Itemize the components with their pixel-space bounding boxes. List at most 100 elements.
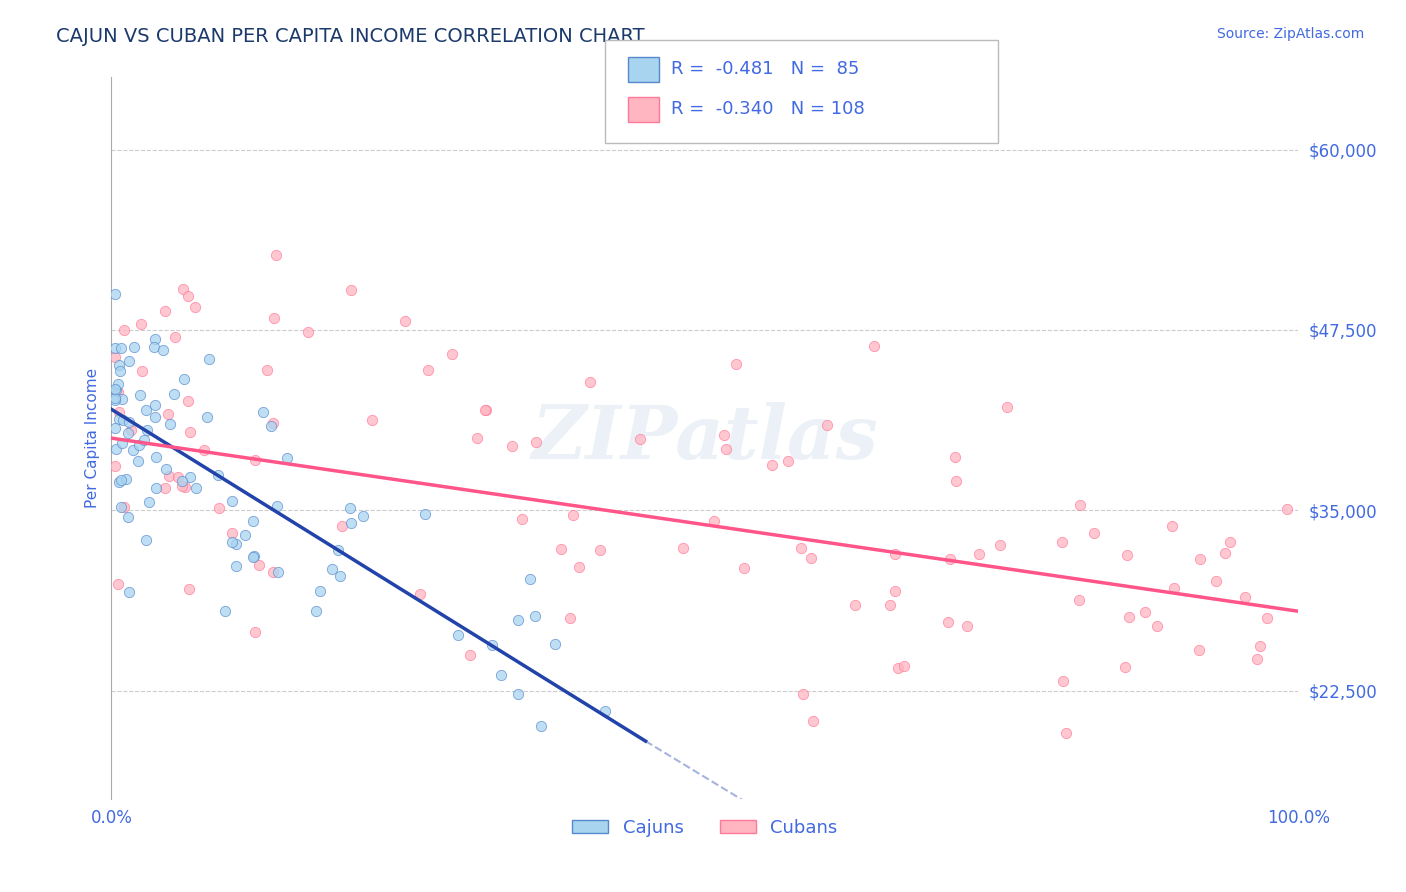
Point bbox=[938, 552, 960, 566]
Point bbox=[326, 543, 349, 558]
Point bbox=[995, 400, 1018, 414]
Point bbox=[672, 541, 695, 556]
Point bbox=[195, 409, 218, 424]
Point bbox=[110, 341, 132, 355]
Point bbox=[460, 648, 482, 662]
Point bbox=[118, 585, 141, 599]
Point bbox=[510, 511, 533, 525]
Point bbox=[145, 482, 167, 496]
Point bbox=[778, 454, 800, 468]
Point bbox=[266, 499, 288, 513]
Point bbox=[790, 541, 813, 555]
Point bbox=[129, 318, 152, 332]
Point bbox=[122, 339, 145, 353]
Point bbox=[104, 459, 127, 474]
Point bbox=[1116, 548, 1139, 562]
Point bbox=[441, 347, 464, 361]
Point bbox=[107, 359, 129, 373]
Point bbox=[844, 598, 866, 612]
Point bbox=[129, 387, 152, 401]
Text: ZIPatlas: ZIPatlas bbox=[531, 402, 879, 475]
Point bbox=[506, 687, 529, 701]
Point bbox=[884, 547, 907, 561]
Point bbox=[560, 610, 582, 624]
Point bbox=[267, 566, 290, 580]
Point bbox=[152, 343, 174, 358]
Point bbox=[360, 413, 382, 427]
Point bbox=[108, 412, 131, 426]
Point bbox=[519, 572, 541, 586]
Point bbox=[1118, 610, 1140, 624]
Point bbox=[297, 326, 319, 340]
Point bbox=[173, 480, 195, 494]
Point bbox=[233, 528, 256, 542]
Point bbox=[264, 248, 287, 262]
Point bbox=[225, 559, 247, 574]
Point bbox=[1234, 591, 1257, 605]
Point bbox=[956, 619, 979, 633]
Point bbox=[143, 332, 166, 346]
Point bbox=[568, 560, 591, 574]
Point bbox=[1083, 526, 1105, 541]
Point bbox=[221, 494, 243, 508]
Point bbox=[214, 604, 236, 618]
Point bbox=[138, 495, 160, 509]
Point bbox=[186, 481, 208, 495]
Point bbox=[107, 376, 129, 391]
Point bbox=[111, 413, 134, 427]
Point bbox=[104, 393, 127, 408]
Point bbox=[1146, 619, 1168, 633]
Point bbox=[988, 538, 1011, 552]
Point bbox=[733, 561, 755, 575]
Point bbox=[1275, 502, 1298, 516]
Point bbox=[943, 450, 966, 464]
Point bbox=[172, 282, 194, 296]
Point bbox=[104, 391, 127, 405]
Point bbox=[111, 436, 134, 450]
Point bbox=[207, 468, 229, 483]
Point bbox=[593, 704, 616, 718]
Point bbox=[225, 537, 247, 551]
Point bbox=[177, 394, 200, 409]
Point bbox=[117, 426, 139, 441]
Point bbox=[104, 286, 127, 301]
Point bbox=[340, 283, 363, 297]
Point bbox=[153, 481, 176, 495]
Point bbox=[135, 423, 157, 437]
Point bbox=[163, 387, 186, 401]
Point bbox=[245, 453, 267, 467]
Point bbox=[143, 398, 166, 412]
Point bbox=[111, 392, 134, 406]
Point bbox=[117, 354, 139, 368]
Point bbox=[1067, 593, 1090, 607]
Point bbox=[862, 339, 884, 353]
Point bbox=[108, 405, 131, 419]
Point bbox=[416, 363, 439, 377]
Point bbox=[172, 475, 194, 489]
Point bbox=[340, 516, 363, 531]
Point bbox=[1246, 652, 1268, 666]
Point bbox=[262, 417, 284, 431]
Point bbox=[1114, 659, 1136, 673]
Point bbox=[166, 469, 188, 483]
Point bbox=[321, 562, 343, 576]
Point bbox=[247, 558, 270, 573]
Point bbox=[110, 364, 132, 378]
Point bbox=[815, 417, 838, 432]
Point bbox=[339, 500, 361, 515]
Point bbox=[104, 350, 127, 364]
Point bbox=[308, 583, 330, 598]
Point bbox=[761, 458, 783, 472]
Point bbox=[1052, 673, 1074, 688]
Point bbox=[1050, 534, 1073, 549]
Point bbox=[117, 509, 139, 524]
Point bbox=[104, 421, 127, 435]
Point bbox=[524, 609, 547, 624]
Point bbox=[501, 439, 523, 453]
Legend: Cajuns, Cubans: Cajuns, Cubans bbox=[565, 812, 845, 844]
Point bbox=[967, 547, 990, 561]
Point bbox=[172, 479, 194, 493]
Point bbox=[104, 383, 127, 397]
Point bbox=[112, 323, 135, 337]
Point bbox=[409, 587, 432, 601]
